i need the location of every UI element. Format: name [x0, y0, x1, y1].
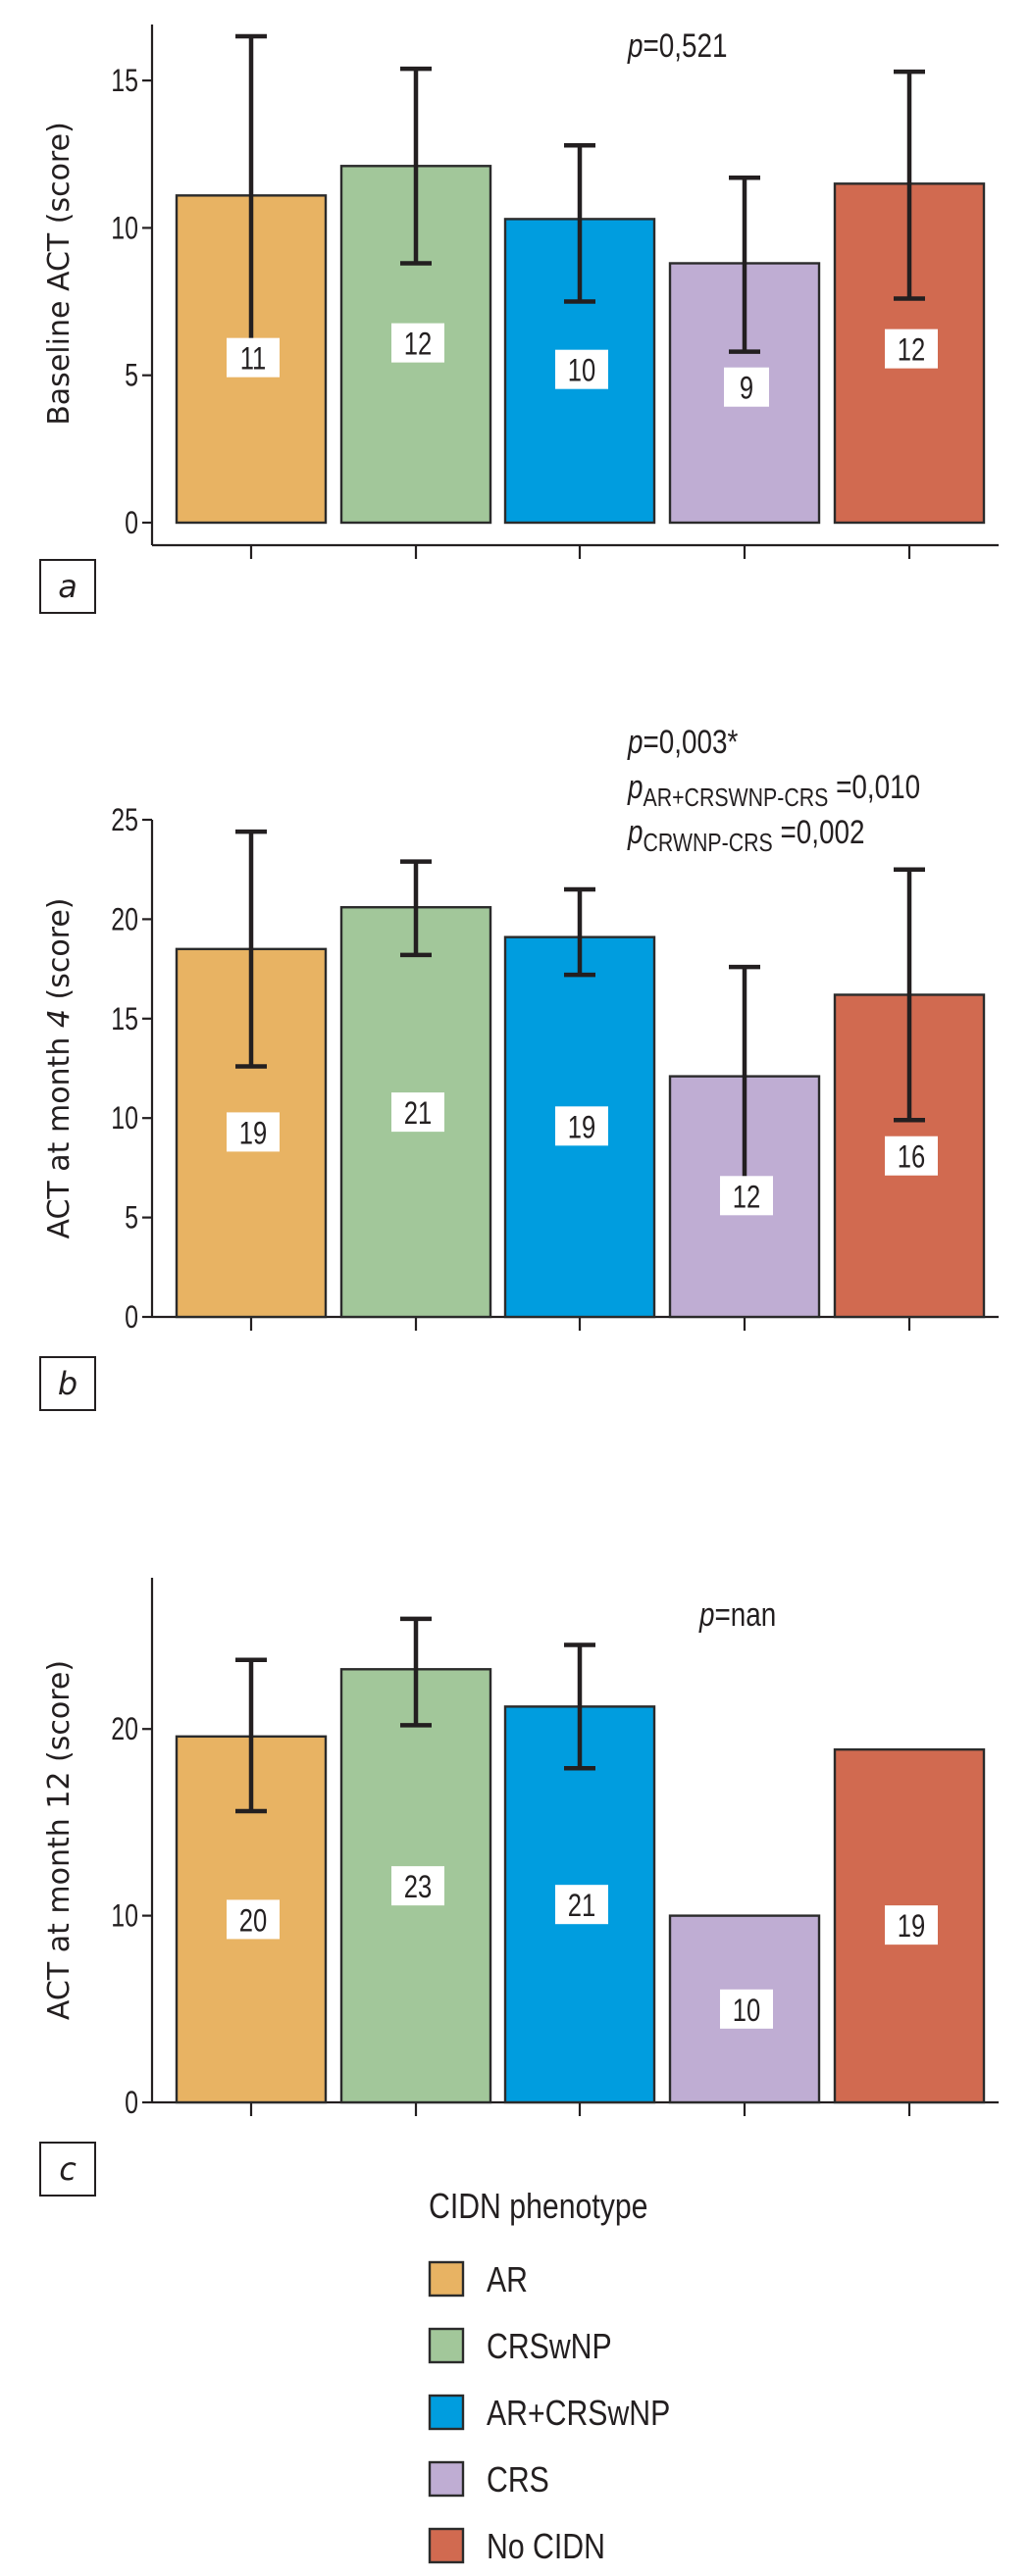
- p-value-subscript: CRWNP-CRS: [644, 829, 773, 858]
- data-label: 10: [568, 354, 595, 388]
- y-axis-label: Baseline ACT (score): [42, 122, 77, 426]
- data-label: 10: [733, 1994, 760, 2028]
- y-tick-label: 15: [111, 1002, 138, 1037]
- data-label-box: [391, 1092, 444, 1133]
- chart-panel-c: 0 10 20 ACT at month 12 (score) 20 23 21 10 19 p=…: [39, 1578, 999, 2197]
- legend-swatch: [428, 2527, 465, 2564]
- legend-label: AR: [487, 2261, 528, 2300]
- p-value-subscript: AR+CRSWNP-CRS: [644, 783, 829, 813]
- data-label: 16: [898, 1140, 925, 1175]
- y-tick-label: 5: [125, 359, 138, 394]
- legend-swatch: [428, 2260, 465, 2298]
- y-tick-label: 10: [111, 1899, 138, 1935]
- data-label: 20: [239, 1904, 267, 1939]
- p-value-annotation: p=nan: [698, 1595, 776, 1633]
- legend-item: CRS: [428, 2460, 549, 2500]
- data-label: 19: [568, 1111, 595, 1145]
- data-label-box: [227, 1112, 280, 1152]
- legend-label: CRSwNP: [487, 2328, 612, 2367]
- data-label-box: [885, 1905, 938, 1945]
- p-value-annotation: pCRWNP-CRS =0,002: [627, 813, 864, 857]
- p-value-text: p: [627, 768, 643, 805]
- data-label: 23: [404, 1871, 432, 1905]
- legend-item: CRSwNP: [428, 2327, 612, 2367]
- y-tick-label: 0: [125, 506, 138, 541]
- panel-label-box: [39, 559, 96, 614]
- p-value-text: =0,010: [828, 768, 920, 805]
- data-label-box: [724, 367, 769, 407]
- legend-swatch: [428, 2327, 465, 2364]
- y-axis-label-part: 4: [42, 1009, 77, 1028]
- data-label: 19: [898, 1910, 925, 1945]
- y-tick-label: 15: [111, 64, 138, 99]
- p-value-annotation: p=0,521: [627, 26, 727, 64]
- y-tick-label: 0: [125, 2086, 138, 2121]
- data-label-box: [391, 323, 444, 363]
- p-value-text: =0,003*: [644, 723, 739, 760]
- data-label: 9: [740, 372, 753, 406]
- legend-item: AR+CRSwNP: [428, 2394, 670, 2434]
- data-label: 12: [898, 333, 925, 368]
- data-label-box: [720, 1176, 773, 1216]
- p-value-annotation: p=0,003*: [627, 723, 738, 760]
- y-tick-label: 25: [111, 803, 138, 838]
- y-tick-label: 20: [111, 1712, 138, 1747]
- y-tick-label: 0: [125, 1300, 138, 1336]
- y-tick-label: 10: [111, 212, 138, 247]
- data-label: 21: [568, 1890, 595, 1924]
- data-label: 21: [404, 1097, 432, 1132]
- p-value-text: p: [627, 813, 643, 850]
- y-tick-label: 20: [111, 903, 138, 938]
- p-value-text: p: [698, 1595, 714, 1633]
- legend-swatch: [428, 2460, 465, 2498]
- legend-label: CRS: [487, 2461, 549, 2500]
- p-value-text: =nan: [715, 1595, 777, 1633]
- panel-label: a: [58, 568, 77, 605]
- y-axis-label-part: (score): [42, 897, 77, 1009]
- p-value-text: =0,002: [773, 813, 865, 850]
- p-value-text: p: [627, 26, 643, 64]
- data-label-box: [885, 328, 938, 369]
- data-label-box: [555, 1106, 608, 1146]
- p-value-text: p: [627, 723, 643, 760]
- y-axis-label: ACT at month 4 (score): [42, 897, 77, 1238]
- data-label: 11: [240, 342, 267, 377]
- data-label-box: [555, 349, 608, 389]
- data-label: 12: [404, 328, 432, 362]
- panel-label: b: [58, 1365, 77, 1402]
- panel-label-box: [39, 2142, 96, 2197]
- data-label: 12: [733, 1181, 760, 1215]
- chart-panel-a: 0 5 10 15 Baseline ACT (score) 11 12 10 9 12 p=0,5…: [39, 25, 999, 614]
- chart-panel-b: 0 5 10 15 20 25 ACT at month 4 (score) 19 21 19 12…: [39, 723, 999, 1411]
- legend-title: CIDN phenotype: [429, 2188, 648, 2227]
- panel-label-box: [39, 1356, 96, 1411]
- p-value-text: =0,521: [644, 26, 728, 64]
- y-axis-label-part: ACT at month 12 (score): [42, 1660, 77, 2020]
- data-label-box: [885, 1136, 938, 1176]
- legend-swatch: [428, 2394, 465, 2431]
- legend-item: AR: [428, 2260, 528, 2300]
- data-label-box: [555, 1885, 608, 1925]
- y-axis-label: ACT at month 12 (score): [42, 1660, 77, 2020]
- legend: CIDN phenotype AR CRSwNP AR+CRSwNP CRS No CID…: [428, 2188, 670, 2567]
- data-label-box: [720, 1989, 773, 2029]
- y-axis-label-part: ACT at month: [42, 1028, 77, 1238]
- panel-label: c: [59, 2150, 77, 2188]
- legend-label: AR+CRSwNP: [487, 2395, 670, 2434]
- data-label-box: [391, 1866, 444, 1906]
- data-label-box: [227, 1899, 280, 1940]
- y-tick-label: 10: [111, 1101, 138, 1136]
- p-value-annotation: pAR+CRSWNP-CRS =0,010: [627, 768, 920, 812]
- y-tick-label: 5: [125, 1201, 138, 1237]
- legend-label: No CIDN: [487, 2528, 605, 2567]
- data-label-box: [227, 337, 280, 378]
- legend-item: No CIDN: [428, 2527, 605, 2567]
- y-axis-label-part: Baseline ACT (score): [42, 122, 77, 426]
- data-label: 19: [239, 1117, 267, 1151]
